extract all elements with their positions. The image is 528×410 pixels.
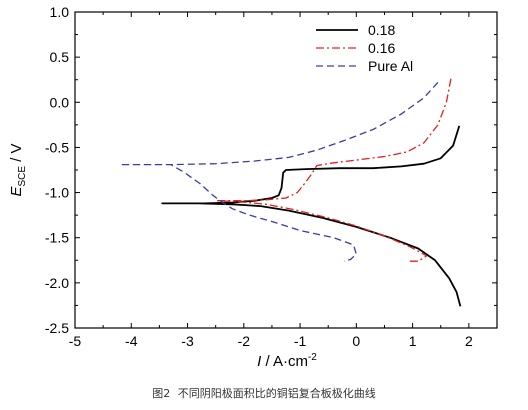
x-tick-label: 1 [409,333,417,349]
x-tick-label: 2 [465,333,473,349]
legend-label: Pure Al [368,58,413,74]
y-tick-label: 0.0 [50,94,70,110]
series-line-pure-al [119,81,439,262]
polarization-chart: -5 -4 -3 -2 -1 0 1 21.00.50.0-0.5-1.0-1.5-2.0-2… [8,4,498,370]
y-tick-label: -0.5 [45,139,69,155]
x-axis-title: I / A·cm-2 [257,352,317,370]
y-axis-subscript: SCE [17,166,28,187]
figure-caption-text: 不同阴阳极面积比的铜铝复合板极化曲线 [177,387,376,400]
x-axis-unit: / A·cm [261,353,308,370]
figure-caption: 图2 不同阴阳极面积比的铜铝复合板极化曲线 [0,385,528,401]
y-tick-label: 0.5 [50,49,70,65]
legend-label: 0.18 [368,22,395,38]
y-tick-label: -1.0 [45,185,69,201]
x-tick-label: -4 [125,333,138,349]
x-tick-label: -2 [238,333,251,349]
series-line-0-16 [215,78,452,262]
y-tick-label: -1.5 [45,230,69,246]
x-tick-label: -5 [69,333,82,349]
legend: 0.18 0.16 Pure Al [316,22,413,74]
y-tick-label: -2.0 [45,275,69,291]
x-axis-symbol: I [257,353,261,370]
legend-label: 0.16 [368,40,395,56]
ticks-layer: -5 -4 -3 -2 -1 0 1 2 1.0 0.5 0.0 -0.5 -1.0 -1.5 -2.0 -2… [45,4,497,349]
y-tick-label: -2.5 [45,320,69,336]
x-tick-label: -3 [181,333,194,349]
series-layer [119,78,462,307]
x-axis-unit-exponent: -2 [308,352,317,363]
y-axis-title: ESCE / V [8,143,28,196]
y-axis-unit: / V [8,143,25,166]
y-tick-label: 1.0 [50,4,70,20]
x-tick-label: -1 [294,333,307,349]
series-line-0-18 [161,125,462,307]
y-axis-symbol: E [8,186,25,197]
figure-number: 图2 [152,387,171,400]
x-tick-label: 0 [352,333,360,349]
